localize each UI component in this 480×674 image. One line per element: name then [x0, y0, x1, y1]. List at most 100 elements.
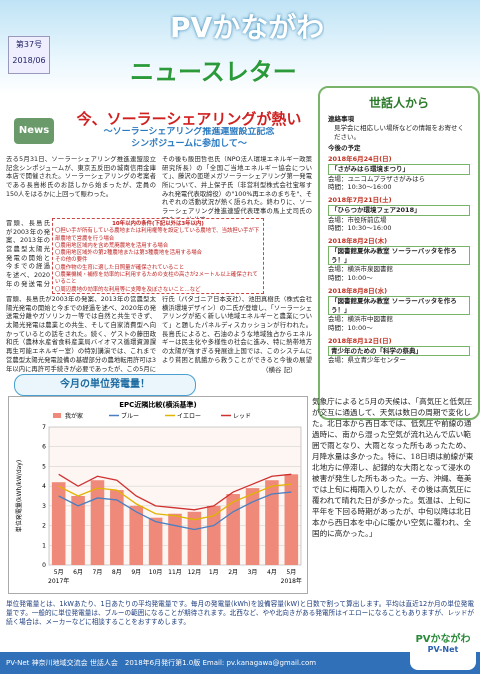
box-item: 〇農業機械・補修を効率的に利用するための支柱の高さが2メートル以上確保されている… [55, 272, 258, 286]
commentary: 気象庁によると5月の天候は、「高気圧と低気圧が交互に通過して、天気は数日の周期で… [312, 397, 474, 538]
x-tick-label: 11月 [168, 569, 182, 576]
sidebar-title: 世話人から [368, 96, 429, 110]
event-place: 会場：横浜市中図書館 [328, 315, 393, 324]
article-text: 冒頭、長島氏が2003年の発案、2013年の営農型太陽光発電の開始と今までの経過… [6, 220, 50, 290]
box-item: その他の要件 [55, 257, 88, 264]
bar [245, 488, 260, 565]
bar [284, 474, 299, 565]
event: 2018年8月2日(木) 「図書館夏休み教室 ソーラーバッタを作ろう！」 会場：横浜… [328, 237, 470, 283]
y-tick-label: 2 [42, 523, 46, 530]
section-heading: 今月の単位発電量！ [14, 374, 196, 396]
article-text: 行氏（パタゴニア日本支社）、池田真樹氏（株式会社横浜環境デザイン）の二氏が登壇し… [162, 296, 312, 364]
y-tick-label: 0 [42, 562, 46, 569]
x-tick-label: 9月 [131, 569, 141, 576]
bar [110, 490, 124, 565]
event-name: 「図書館夏休み教室 ソーラーバッタを作ろう！」 [328, 245, 470, 266]
event-name: 「図書館夏休み教室 ソーラーバッタを作ろう！」 [328, 295, 470, 316]
y-tick-label: 7 [42, 424, 46, 431]
footer: PV-Net 神奈川地域交流会 世話人会 2018年6月発行第1.0版 Emai… [0, 652, 480, 674]
notice: 見学会に相応しい場所などの情報をお寄せください。 [334, 123, 464, 141]
article-text: 冒頭、長島氏が2003年の発案、2013年の営農型太陽光発電の開始と今までの経過… [6, 296, 156, 372]
bar [90, 480, 105, 565]
event-time: 時間：10:30～16:00 [328, 224, 392, 233]
sidebar: 世話人から 連絡事項 見学会に相応しい場所などの情報をお寄せください。 今後の予… [318, 86, 480, 420]
event: 2018年8月8日(水) 「図書館夏休み教室 ソーラーバッタを作ろう！」 会場：横浜… [328, 287, 470, 333]
y-axis-label: 単位発電量(kWh/kW/day) [15, 460, 23, 532]
signature: （横谷 記） [262, 366, 297, 374]
x-tick-label: 2月 [228, 569, 238, 576]
box-item: 〇農用地区域外の第2種農地または第3種農地を活用する場合 [55, 250, 203, 257]
x-tick-label: 10月 [149, 569, 163, 576]
bar [51, 482, 66, 565]
event-place: 会場：県立青少年センター [328, 356, 406, 365]
logo: PVかながわ PV-Net [410, 630, 476, 670]
y-tick-label: 1 [42, 542, 46, 549]
x-tick-label: 4月 [267, 569, 277, 576]
event-place: 会場：市役所前広場 [328, 215, 387, 224]
event-time: 時間：10:30～16:00 [328, 183, 392, 192]
bar [226, 494, 240, 565]
chart-title: EPC近隣比較(横浜基準) [119, 400, 196, 409]
logo-sub: PV-Net [427, 645, 459, 654]
event-name: 「ひらつか環境フェア2018」 [328, 204, 470, 216]
subheadline-line: ～ソーラーシェアリング推進連盟設立記念 [103, 127, 275, 137]
footnote: 単位発電量とは、1kWあたり、1日あたりの平均発電量です。毎月の発電量(kWh)… [6, 600, 474, 627]
line [58, 483, 292, 521]
event-time: 時間：10:00～ [328, 324, 373, 333]
subheadline: ～ソーラーシェアリング推進連盟設立記念 シンポジュームに参加して～ [64, 127, 314, 150]
issue: 第37号 [15, 40, 43, 49]
legend-label: ブルー [121, 412, 139, 420]
footer-text: PV-Net 神奈川地域交流会 世話人会 2018年6月発行第1.0版 Emai… [6, 659, 317, 667]
event-date: 2018年6月24日(日) [328, 155, 392, 164]
year-label: 2018年 [281, 577, 302, 585]
y-tick-label: 5 [42, 463, 46, 470]
line [58, 473, 292, 511]
y-tick-label: 3 [42, 503, 46, 510]
box-item: 〇農用地区域内を含め荒廃農地を活用する場合 [55, 242, 169, 249]
x-tick-label: 8月 [112, 569, 122, 576]
event-name: 「さがみはら環境まつり」 [328, 163, 470, 175]
year-label: 2017年 [48, 577, 69, 585]
date: 2018/06 [12, 56, 46, 65]
x-tick-label: 7月 [93, 569, 103, 576]
x-tick-label: 1月 [209, 569, 219, 576]
bar [148, 517, 163, 565]
line [58, 491, 292, 531]
event-date: 2018年8月2日(木) [328, 237, 388, 246]
subheadline-line: シンポジュームに参加して～ [131, 138, 247, 149]
x-tick-label: 5月 [54, 569, 64, 576]
event-place: 会場：横浜市泉図書館 [328, 265, 393, 274]
box-item: 〇周辺農地の効率的な利用等に支障を及ぼさないこと…など [55, 286, 201, 293]
x-tick-label: 12月 [188, 569, 202, 576]
box-title: 10年以内の条件(下記以外は3年以内) [112, 221, 204, 227]
event: 2018年7月21日(土) 「ひらつか環境フェア2018」 会場：市役所前広場 時間：… [328, 196, 470, 233]
y-tick-label: 6 [42, 444, 46, 451]
schedule-title: 今後の予定 [328, 144, 361, 153]
legend-label: 我が家 [65, 412, 83, 420]
subtitle: ニュースレター [130, 58, 297, 86]
event: 2018年8月12日(日) 青少年のための「科学の祭典」 会場：県立青少年センター [328, 337, 470, 365]
bar [71, 496, 85, 565]
x-tick-label: 3月 [248, 569, 258, 576]
event-name: 青少年のための「科学の祭典」 [328, 345, 470, 357]
legend-label: レッド [233, 413, 251, 420]
x-tick-label: 5月 [286, 569, 296, 576]
legend-swatch [53, 413, 61, 418]
bar [187, 511, 202, 565]
title: PVかながわ [170, 11, 325, 44]
box-item: 〇担い手が所有している農地または利用権等を設定している農地で、当該担い手が下部農… [55, 228, 260, 242]
event-time: 時間：10:00～ [328, 274, 373, 283]
article-text: 去る5月31日、ソーラーシェアリング推進連盟設立記念シンポジュームが、東京五反田… [6, 156, 156, 198]
logo-text: PVかながわ [415, 634, 471, 645]
bar [265, 480, 279, 565]
event-date: 2018年7月21日(土) [328, 196, 392, 205]
headline: 今、ソーラーシェアリングが熱い [76, 110, 302, 128]
bar [168, 513, 182, 565]
bar [129, 505, 144, 565]
event: 2018年6月24日(日) 「さがみはら環境まつり」 会場：ユニコムプラザさがみはら… [328, 155, 470, 192]
chart-box: EPC近隣比較(横浜基準) 0 1 2 3 4 5 6 7 単位発電量(kWh/kW/day) 我が… [8, 396, 308, 594]
event-date: 2018年8月12日(日) [328, 336, 392, 345]
event-place: 会場：ユニコムプラザさがみはら [328, 174, 426, 183]
conditions-box: 10年以内の条件(下記以外は3年以内) 〇担い手が所有している農地または利用権等… [52, 218, 264, 294]
